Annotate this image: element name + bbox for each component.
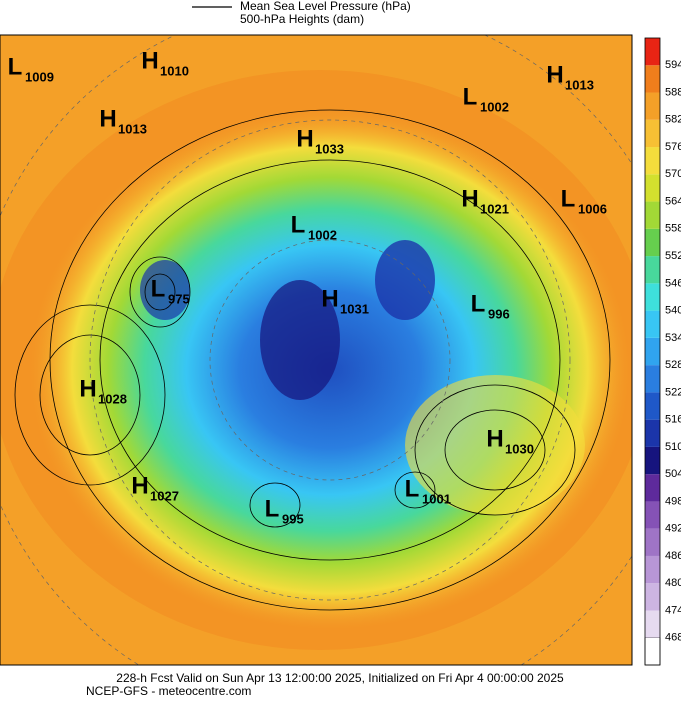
colorbar-swatch [645, 337, 660, 366]
map-frame [0, 34, 633, 666]
center-letter: H [141, 47, 158, 74]
colorbar-label: 522 [665, 386, 681, 398]
footer-text: NCEP-GFS - meteocentre.com [86, 684, 251, 698]
colorbar-label: 534 [665, 332, 681, 344]
center-letter: H [99, 105, 116, 132]
colorbar-swatch [645, 283, 660, 311]
center-letter: H [321, 285, 338, 312]
height-low [140, 260, 190, 320]
colorbar-label: 516 [665, 414, 681, 426]
center-letter: H [131, 472, 148, 499]
center-value: 1009 [25, 69, 54, 84]
height-low [375, 240, 435, 320]
colorbar-swatch [645, 228, 660, 257]
colorbar-label: 528 [665, 359, 681, 371]
center-value: 1010 [160, 63, 189, 78]
colorbar-swatch [645, 256, 660, 284]
colorbar-swatch [645, 392, 660, 420]
center-letter: L [561, 185, 576, 212]
center-value: 996 [488, 306, 510, 321]
center-letter: L [463, 83, 478, 110]
colorbar-label: 492 [665, 523, 681, 535]
colorbar-label: 480 [665, 577, 681, 589]
center-value: 1002 [308, 227, 337, 242]
colorbar-label: 486 [665, 550, 681, 562]
colorbar-swatch [645, 555, 660, 584]
colorbar-swatch [645, 310, 660, 338]
colorbar-swatch [645, 92, 660, 120]
colorbar-label: 564 [665, 195, 681, 207]
center-value: 1006 [578, 201, 607, 216]
center-value: 1033 [315, 141, 344, 156]
legend-text: 500-hPa Heights (dam) [240, 12, 364, 26]
center-value: 1028 [98, 391, 127, 406]
colorbar-swatch [645, 201, 660, 229]
center-value: 1013 [565, 77, 594, 92]
colorbar-swatch [645, 446, 660, 475]
colorbar-swatch [645, 147, 660, 175]
center-letter: H [461, 185, 478, 212]
center-letter: H [296, 125, 313, 152]
height-high [405, 375, 585, 515]
center-letter: L [8, 53, 23, 80]
colorbar-swatch [645, 419, 660, 447]
center-letter: L [265, 495, 280, 522]
center-value: 1031 [340, 301, 369, 316]
colorbar-swatch [645, 583, 660, 611]
colorbar-swatch [645, 119, 660, 148]
colorbar-swatch [644, 637, 661, 666]
colorbar-swatch [645, 610, 660, 638]
center-value: 1027 [150, 488, 179, 503]
colorbar-label: 588 [665, 86, 681, 98]
colorbar-swatch [645, 365, 660, 393]
center-letter: L [291, 211, 306, 238]
colorbar-frame [644, 37, 661, 666]
colorbar-label: 594 [665, 59, 681, 71]
center-value: 1030 [505, 441, 534, 456]
height-low [260, 280, 340, 400]
center-letter: H [486, 425, 503, 452]
colorbar-label: 468 [665, 632, 681, 644]
colorbar-label: 558 [665, 223, 681, 235]
colorbar-swatch [645, 528, 660, 556]
legend-text: Mean Sea Level Pressure (hPa) [240, 0, 411, 13]
colorbar-label: 570 [665, 168, 681, 180]
colorbar-label: 498 [665, 495, 681, 507]
center-value: 1013 [118, 121, 147, 136]
center-letter: H [546, 61, 563, 88]
center-value: 1002 [480, 99, 509, 114]
center-letter: H [79, 375, 96, 402]
colorbar-label: 546 [665, 277, 681, 289]
footer-text: 228-h Fcst Valid on Sun Apr 13 12:00:00 … [116, 671, 564, 685]
center-value: 995 [282, 511, 304, 526]
colorbar-swatch [645, 38, 660, 66]
center-value: 1021 [480, 201, 509, 216]
colorbar-label: 510 [665, 441, 681, 453]
center-letter: L [471, 290, 486, 317]
colorbar-swatch [645, 65, 660, 93]
colorbar-label: 474 [665, 604, 681, 616]
colorbar-label: 576 [665, 141, 681, 153]
colorbar-swatch [645, 501, 660, 529]
colorbar-label: 540 [665, 305, 681, 317]
center-letter: L [151, 275, 166, 302]
center-value: 1001 [422, 491, 451, 506]
colorbar-label: 582 [665, 114, 681, 126]
colorbar-swatch [645, 174, 660, 202]
colorbar-swatch [645, 474, 660, 502]
colorbar-label: 504 [665, 468, 681, 480]
colorbar-label: 552 [665, 250, 681, 262]
center-letter: L [405, 475, 420, 502]
isobars [14, 109, 611, 611]
center-value: 975 [168, 291, 190, 306]
